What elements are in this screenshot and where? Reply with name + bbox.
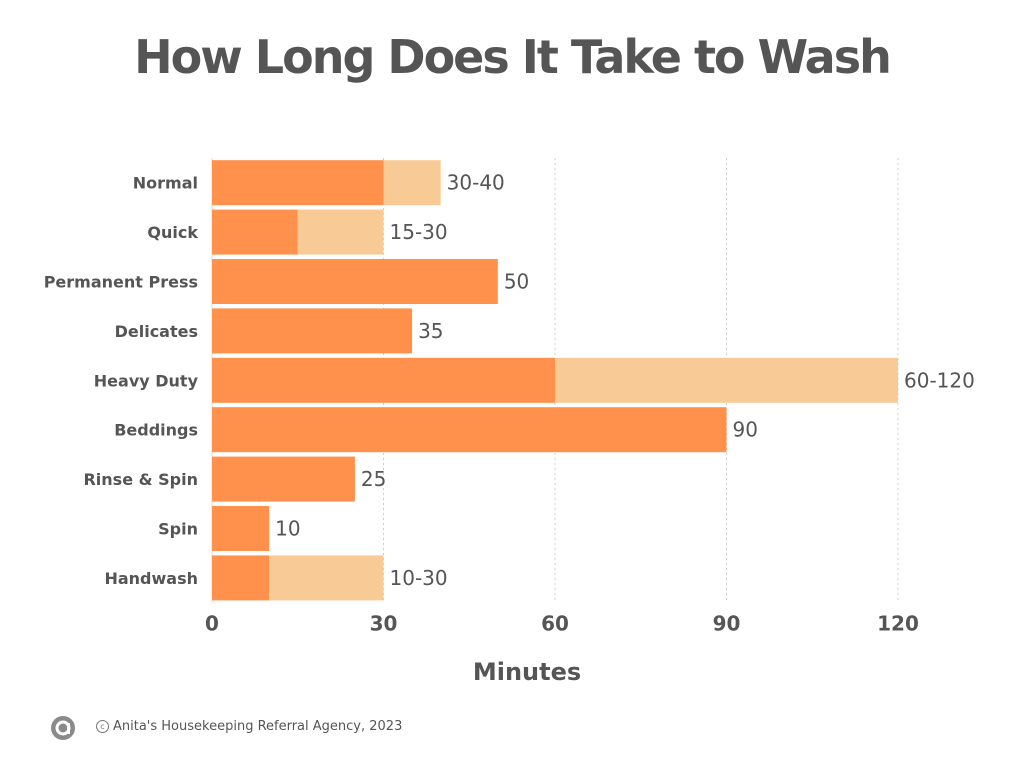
x-tick-label: 120 [877, 612, 919, 636]
data-label: 10-30 [390, 566, 448, 590]
data-label: 60-120 [904, 368, 975, 392]
bar-segment [555, 357, 898, 403]
category-label: Normal [133, 174, 198, 193]
bar-segment [212, 209, 298, 255]
bar-segment [212, 506, 270, 551]
bar-segment [297, 209, 384, 255]
category-label: Permanent Press [44, 273, 198, 292]
data-label: 90 [733, 418, 758, 442]
data-label: 25 [361, 467, 386, 491]
x-tick-label: 30 [370, 612, 398, 636]
category-label: Heavy Duty [94, 371, 199, 390]
data-label: 35 [418, 319, 443, 343]
data-label: 50 [504, 270, 529, 294]
x-tick-label: 90 [713, 612, 741, 636]
category-label: Delicates [115, 322, 198, 341]
bar-segment [383, 160, 441, 206]
x-tick-label: 60 [541, 612, 569, 636]
bar-segment [269, 555, 384, 601]
chart-title: How Long Does It Take to Wash [134, 30, 892, 84]
copyright-icon: c [96, 720, 109, 733]
labels: 0 30 60 90 120 Normal 30-40 Quick 15-30 Permanent… [44, 171, 975, 636]
bar-segment [212, 407, 727, 453]
bar-segment [212, 259, 498, 304]
footer-text: Anita's Housekeeping Referral Agency, 20… [113, 719, 403, 734]
bars [212, 160, 898, 601]
bar-segment [212, 308, 413, 354]
footer-credit: c Anita's Housekeeping Referral Agency, … [96, 719, 402, 734]
data-label: 15-30 [390, 220, 448, 244]
category-label: Rinse & Spin [83, 470, 198, 489]
bar-segment [212, 160, 384, 206]
category-label: Quick [147, 223, 198, 242]
category-label: Spin [158, 520, 198, 539]
category-label: Handwash [104, 569, 198, 588]
data-label: 30-40 [447, 171, 505, 195]
bar-segment [212, 357, 555, 403]
x-axis-title: Minutes [472, 658, 582, 686]
x-tick-label: 0 [205, 612, 219, 636]
bar-segment [212, 555, 270, 601]
bar-segment [212, 456, 355, 502]
category-label: Beddings [114, 421, 198, 440]
data-label: 10 [275, 517, 300, 541]
circle-a-logo-icon [51, 716, 75, 740]
